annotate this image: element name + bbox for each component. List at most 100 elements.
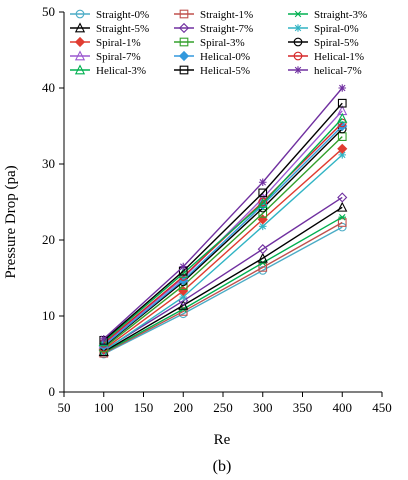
legend-label: Helical-5% xyxy=(200,65,250,77)
legend-item: helical-7% xyxy=(288,65,362,77)
legend-item: Straight-0% xyxy=(70,9,149,21)
data-point xyxy=(258,178,267,187)
data-point xyxy=(257,197,268,208)
legend-marker xyxy=(179,65,189,75)
legend: Straight-0% Straight-1% Straight-3% Straigh… xyxy=(70,9,367,77)
legend-label: Helical-1% xyxy=(314,51,364,63)
legend-label: Spiral-0% xyxy=(314,23,359,35)
legend-marker xyxy=(179,37,189,47)
series-line xyxy=(103,102,343,341)
data-point xyxy=(338,213,347,221)
x-tick-label: 50 xyxy=(58,400,71,415)
legend-item: Helical-5% xyxy=(174,65,250,77)
data-point xyxy=(338,84,347,92)
legend-marker xyxy=(74,50,86,61)
legend-label: Spiral-1% xyxy=(96,37,141,49)
panel-label: (b) xyxy=(213,458,232,475)
data-point xyxy=(338,151,347,159)
x-tick-label: 150 xyxy=(134,400,154,415)
legend-label: Straight-5% xyxy=(96,23,149,35)
legend-marker xyxy=(178,50,190,62)
series-group xyxy=(98,84,348,359)
legend-label: Helical-3% xyxy=(96,65,146,77)
legend-item: Helical-1% xyxy=(288,51,364,63)
legend-marker xyxy=(294,66,302,74)
series-line xyxy=(103,148,343,351)
series-line xyxy=(103,206,343,353)
legend-label: Straight-0% xyxy=(96,9,149,21)
data-point xyxy=(99,335,108,343)
y-tick-label: 50 xyxy=(42,4,55,19)
x-tick-label: 450 xyxy=(372,400,392,415)
legend-marker xyxy=(74,36,86,48)
legend-item: Straight-5% xyxy=(70,22,149,35)
legend-label: helical-7% xyxy=(314,65,362,77)
data-point xyxy=(258,222,267,231)
legend-item: Spiral-0% xyxy=(288,23,359,35)
legend-item: Straight-1% xyxy=(174,9,253,21)
legend-item: Spiral-1% xyxy=(70,36,141,49)
x-tick-label: 300 xyxy=(253,400,273,415)
x-tick-label: 250 xyxy=(213,400,233,415)
series-line xyxy=(103,221,343,354)
data-point xyxy=(337,120,348,132)
x-axis-title: Re xyxy=(214,432,231,448)
data-point xyxy=(337,98,347,108)
series-straight-5- xyxy=(98,201,348,357)
legend-marker xyxy=(293,51,303,61)
series-line xyxy=(103,216,343,354)
series-helical-5- xyxy=(99,98,347,345)
data-point xyxy=(337,201,348,212)
legend-marker xyxy=(179,9,189,19)
series-straight-7- xyxy=(98,192,348,356)
legend-marker xyxy=(75,9,85,19)
x-tick-label: 100 xyxy=(94,400,114,415)
data-point xyxy=(337,192,348,203)
series-straight-3- xyxy=(99,213,347,356)
series-line xyxy=(103,226,343,355)
legend-label: Straight-1% xyxy=(200,9,253,21)
legend-label: Spiral-7% xyxy=(96,51,141,63)
legend-item: Straight-3% xyxy=(288,9,367,21)
legend-label: Spiral-5% xyxy=(314,37,359,49)
y-tick-label: 20 xyxy=(42,232,55,247)
series-helical-7- xyxy=(99,84,347,343)
data-point xyxy=(337,112,348,123)
legend-marker xyxy=(293,37,303,47)
legend-item: Helical-3% xyxy=(70,64,146,77)
series-line xyxy=(103,136,343,349)
series-line xyxy=(103,154,343,352)
data-point xyxy=(257,214,268,225)
y-tick-label: 40 xyxy=(42,80,55,95)
legend-marker xyxy=(294,24,302,32)
series-line xyxy=(103,128,343,347)
legend-label: Helical-0% xyxy=(200,51,250,63)
series-line xyxy=(103,87,343,340)
y-tick-label: 30 xyxy=(42,156,55,171)
legend-marker xyxy=(74,64,86,75)
series-line xyxy=(103,117,343,343)
legend-label: Straight-3% xyxy=(314,9,367,21)
data-point xyxy=(337,218,347,227)
x-tick-label: 350 xyxy=(293,400,313,415)
legend-item: Spiral-3% xyxy=(174,37,245,49)
axes: 50 100 150 200 250 300 350 400 450 0 10 20 30 40 50 xyxy=(42,4,392,415)
legend-label: Straight-7% xyxy=(200,23,253,35)
x-tick-label: 200 xyxy=(174,400,194,415)
y-tick-label: 0 xyxy=(49,384,56,399)
legend-label: Spiral-3% xyxy=(200,37,245,49)
data-point xyxy=(257,252,268,263)
series-line xyxy=(103,196,343,351)
y-tick-label: 10 xyxy=(42,308,55,323)
x-tick-label: 400 xyxy=(333,400,353,415)
data-point xyxy=(258,188,268,198)
legend-item: Spiral-5% xyxy=(288,37,359,49)
data-point xyxy=(257,244,268,255)
data-point xyxy=(178,299,189,310)
series-line xyxy=(103,125,343,347)
legend-marker xyxy=(74,22,86,33)
y-axis-title: Pressure Drop (pa) xyxy=(3,165,19,278)
legend-marker xyxy=(294,10,302,18)
data-point xyxy=(179,262,188,271)
